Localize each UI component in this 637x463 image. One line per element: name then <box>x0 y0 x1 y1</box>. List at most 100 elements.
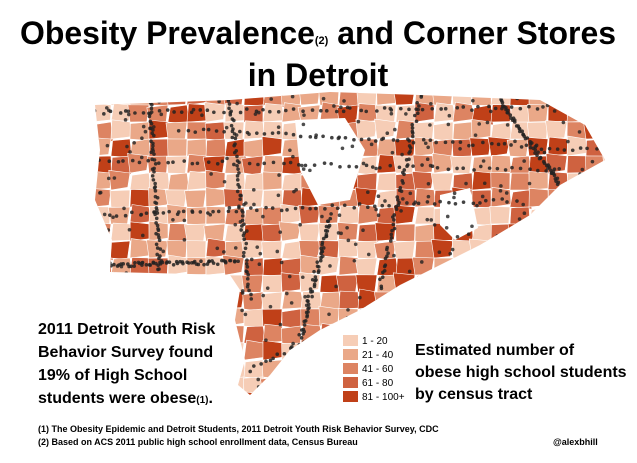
census-tract <box>583 291 605 310</box>
census-tract <box>528 206 551 228</box>
store-dot <box>338 165 342 169</box>
store-dot <box>167 209 171 214</box>
store-dot <box>115 274 119 278</box>
census-tract <box>547 290 569 310</box>
store-dot <box>417 279 422 283</box>
store-dot <box>580 167 585 172</box>
store-dot <box>230 129 235 134</box>
store-dot <box>545 103 550 108</box>
census-tract <box>338 238 359 259</box>
legend-title: by census tract <box>415 386 533 403</box>
census-tract <box>357 308 378 329</box>
store-dot <box>186 128 191 133</box>
census-tract <box>471 170 494 191</box>
store-dot <box>520 129 524 134</box>
store-dot <box>354 165 359 169</box>
store-dot <box>351 317 356 321</box>
store-dot <box>139 212 144 217</box>
store-dot <box>279 260 284 265</box>
census-tract <box>566 272 587 293</box>
store-dot <box>155 208 159 212</box>
store-dot <box>481 140 485 145</box>
store-dot <box>538 156 543 160</box>
census-tract <box>319 342 340 362</box>
store-dot <box>528 142 533 146</box>
store-dot <box>195 161 200 166</box>
store-dot <box>382 264 387 269</box>
store-dot <box>547 146 552 151</box>
store-dot <box>308 206 312 211</box>
census-tract <box>468 238 492 259</box>
store-dot <box>559 279 564 284</box>
census-tract <box>148 289 169 310</box>
title-line-2: in Detroit <box>248 57 389 93</box>
store-dot <box>322 161 327 165</box>
store-dot <box>452 195 456 200</box>
store-dot <box>445 265 450 269</box>
census-tract <box>414 307 435 327</box>
census-tract <box>604 104 605 126</box>
store-dot <box>189 261 194 265</box>
store-dot <box>489 92 494 95</box>
store-dot <box>238 219 243 224</box>
store-dot <box>505 123 510 127</box>
store-dot <box>324 232 329 237</box>
census-tract <box>583 306 605 327</box>
store-dot <box>151 125 156 129</box>
store-dot <box>404 157 409 162</box>
store-dot <box>402 172 406 177</box>
store-dot <box>270 206 275 210</box>
store-dot <box>308 135 313 139</box>
store-dot <box>234 133 239 137</box>
store-dot <box>328 264 332 268</box>
census-tract <box>450 155 473 175</box>
store-dot <box>268 109 272 114</box>
store-dot <box>352 205 357 210</box>
census-tract <box>547 189 568 208</box>
census-tract <box>528 92 549 107</box>
store-dot <box>524 143 529 148</box>
legend-title: Estimated number of <box>415 342 575 359</box>
store-dot <box>232 118 236 123</box>
store-dot <box>255 245 260 249</box>
store-dot <box>434 140 438 145</box>
census-tract <box>95 254 112 276</box>
store-dot <box>447 113 452 118</box>
store-dot <box>140 136 144 140</box>
store-dot <box>235 154 239 159</box>
store-dot <box>364 109 369 114</box>
census-tract <box>507 254 530 276</box>
store-dot <box>322 385 327 390</box>
census-tract <box>414 274 437 294</box>
store-dot <box>376 302 380 307</box>
store-dot <box>206 127 211 132</box>
store-dot <box>206 160 211 164</box>
census-tract <box>395 308 416 327</box>
store-dot <box>515 199 519 203</box>
store-dot <box>455 166 459 171</box>
census-tract <box>280 203 302 225</box>
store-dot <box>498 238 502 243</box>
store-dot <box>241 254 246 258</box>
store-dot <box>249 292 253 297</box>
store-dot <box>577 130 582 134</box>
store-dot <box>493 246 498 251</box>
store-dot <box>506 93 511 97</box>
store-dot <box>311 335 316 340</box>
store-dot <box>324 329 329 333</box>
store-dot <box>453 303 458 308</box>
store-dot <box>310 294 314 299</box>
store-dot <box>236 259 240 264</box>
store-dot <box>386 251 390 256</box>
store-dot <box>323 207 327 211</box>
credit: @alexbhill <box>553 437 598 447</box>
store-dot <box>389 111 394 116</box>
census-tract <box>205 289 226 310</box>
store-dot <box>383 256 388 261</box>
store-dot <box>181 261 185 266</box>
census-tract <box>431 92 454 106</box>
census-tract <box>336 274 359 293</box>
census-tract <box>375 308 397 329</box>
store-dot <box>317 265 321 269</box>
